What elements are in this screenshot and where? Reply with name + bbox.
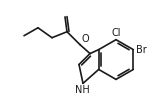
Text: Br: Br <box>136 45 147 55</box>
Text: NH: NH <box>75 85 89 95</box>
Text: O: O <box>81 34 89 44</box>
Text: Cl: Cl <box>111 28 121 38</box>
